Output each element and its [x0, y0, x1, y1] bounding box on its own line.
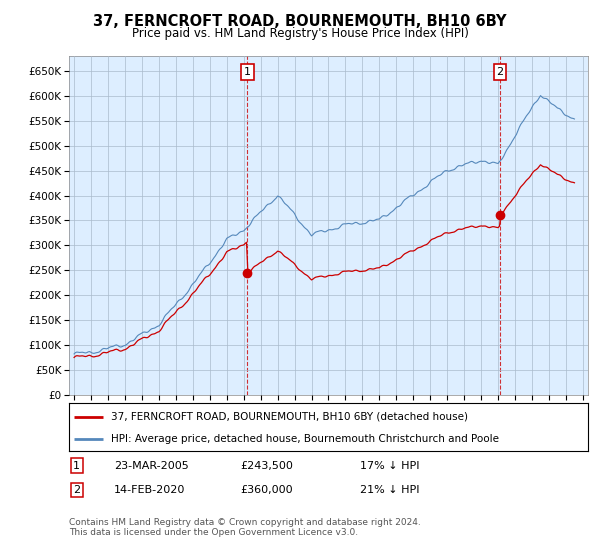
Text: £360,000: £360,000	[240, 485, 293, 495]
Text: 37, FERNCROFT ROAD, BOURNEMOUTH, BH10 6BY: 37, FERNCROFT ROAD, BOURNEMOUTH, BH10 6B…	[93, 14, 507, 29]
Text: 23-MAR-2005: 23-MAR-2005	[114, 461, 189, 471]
Text: 17% ↓ HPI: 17% ↓ HPI	[360, 461, 419, 471]
Text: £243,500: £243,500	[240, 461, 293, 471]
Text: 2: 2	[73, 485, 80, 495]
Text: HPI: Average price, detached house, Bournemouth Christchurch and Poole: HPI: Average price, detached house, Bour…	[110, 434, 499, 444]
Text: 1: 1	[244, 67, 251, 77]
Text: 21% ↓ HPI: 21% ↓ HPI	[360, 485, 419, 495]
Text: 37, FERNCROFT ROAD, BOURNEMOUTH, BH10 6BY (detached house): 37, FERNCROFT ROAD, BOURNEMOUTH, BH10 6B…	[110, 412, 467, 422]
Text: 1: 1	[73, 461, 80, 471]
Text: Contains HM Land Registry data © Crown copyright and database right 2024.
This d: Contains HM Land Registry data © Crown c…	[69, 518, 421, 538]
Text: Price paid vs. HM Land Registry's House Price Index (HPI): Price paid vs. HM Land Registry's House …	[131, 27, 469, 40]
Text: 2: 2	[497, 67, 504, 77]
Text: 14-FEB-2020: 14-FEB-2020	[114, 485, 185, 495]
